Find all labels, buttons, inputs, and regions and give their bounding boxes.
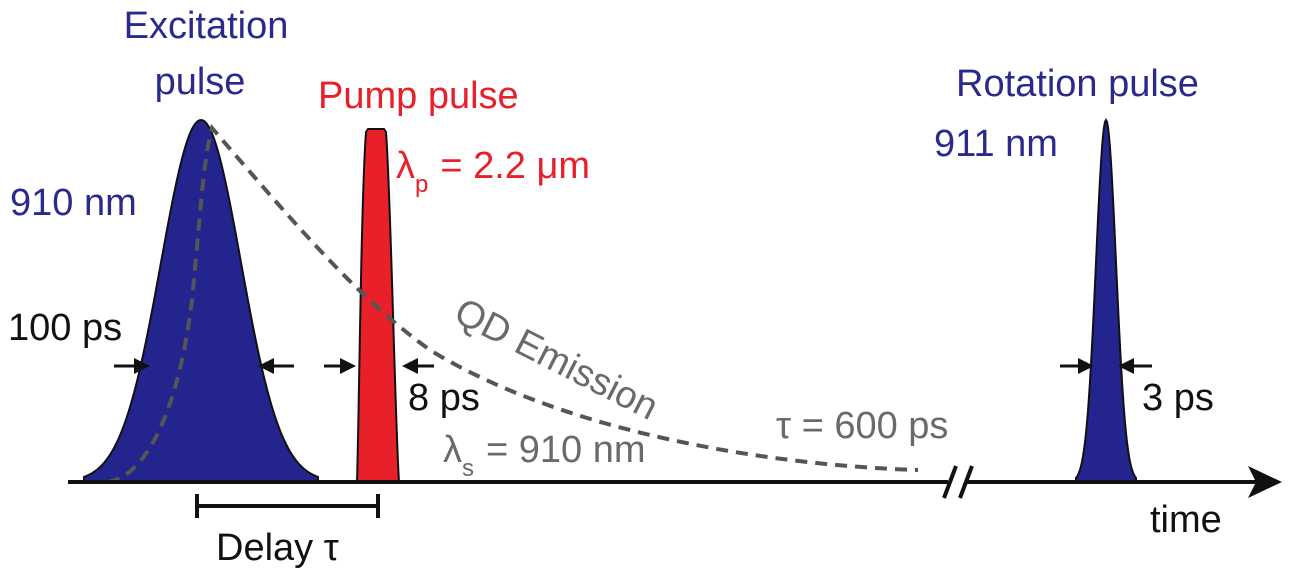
rotation-width-arrows [1060,358,1152,374]
rotation-title: Rotation pulse [956,63,1199,105]
pump-title: Pump pulse [318,75,519,117]
rotation-pulse-shape [1075,117,1137,483]
emission-lambda-symbol: λ [443,429,462,471]
pump-lambda-subscript: p [415,171,428,198]
excitation-width-arrows [114,358,294,374]
emission-tau: τ = 600 ps [776,405,948,447]
emission-lambda-value: = 910 nm [486,429,646,471]
delay-bracket [195,494,380,518]
excitation-title-line2: pulse [155,61,246,103]
rotation-width-label: 3 ps [1142,377,1214,419]
emission-lambda: λs = 910 nm [443,429,646,482]
rotation-wavelength: 911 nm [934,123,1058,165]
time-axis-arrowhead [1248,466,1282,498]
pump-lambda-value: = 2.2 μm [440,145,590,187]
pump-width-arrows [324,358,434,374]
pump-lambda-symbol: λ [396,145,415,187]
axis-break-mark-1 [942,465,958,499]
excitation-pulse-shape [83,119,319,483]
axis-break-mark-2 [958,465,974,499]
emission-lambda-subscript: s [462,455,474,482]
pump-width-label: 8 ps [408,377,480,419]
qd-emission-curve [107,123,919,484]
time-axis-label: time [1150,499,1222,541]
excitation-title-line1: Excitation [124,5,289,47]
pump-lambda: λp = 2.2 μm [396,145,590,198]
excitation-width-label: 100 ps [8,307,122,349]
delay-label: Delay τ [216,527,339,569]
excitation-wavelength: 910 nm [10,182,137,224]
emission-label: QD Emission [448,291,665,429]
